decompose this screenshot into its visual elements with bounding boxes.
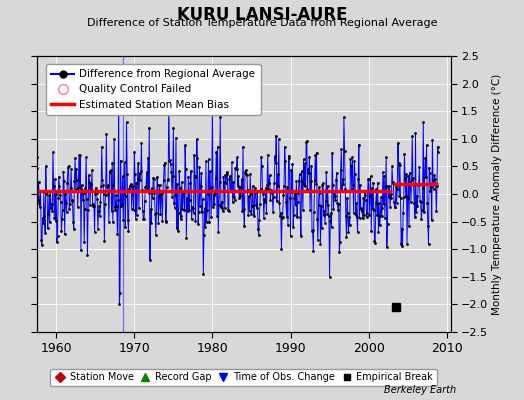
Text: KURU LANSI-AURE: KURU LANSI-AURE bbox=[177, 6, 347, 24]
Text: Difference of Station Temperature Data from Regional Average: Difference of Station Temperature Data f… bbox=[87, 18, 437, 28]
Text: Berkeley Earth: Berkeley Earth bbox=[384, 385, 456, 395]
Y-axis label: Monthly Temperature Anomaly Difference (°C): Monthly Temperature Anomaly Difference (… bbox=[493, 73, 503, 315]
Legend: Station Move, Record Gap, Time of Obs. Change, Empirical Break: Station Move, Record Gap, Time of Obs. C… bbox=[50, 369, 437, 386]
